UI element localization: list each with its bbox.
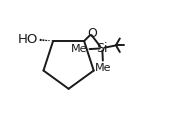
Text: HO: HO bbox=[18, 33, 38, 46]
Text: Me: Me bbox=[71, 44, 88, 54]
Text: Si: Si bbox=[96, 42, 108, 55]
Text: O: O bbox=[87, 27, 97, 40]
Text: Me: Me bbox=[94, 63, 111, 73]
